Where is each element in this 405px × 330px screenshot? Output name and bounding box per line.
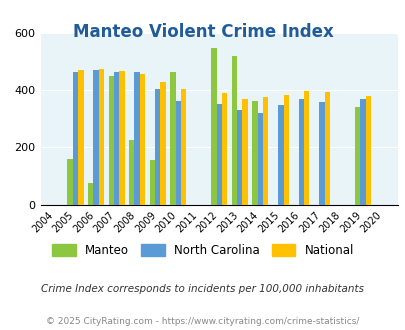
Text: © 2025 CityRating.com - https://www.cityrating.com/crime-statistics/: © 2025 CityRating.com - https://www.city… [46,317,359,326]
Bar [252,101,257,205]
Bar [175,101,180,205]
Bar [108,76,114,205]
Bar [354,107,359,205]
Bar [359,99,365,205]
Bar [129,140,134,205]
Bar [298,99,303,205]
Bar [262,97,268,205]
Bar [180,89,186,205]
Bar [139,75,145,205]
Bar [93,70,98,205]
Bar [277,105,283,205]
Bar [216,104,222,205]
Bar [88,183,93,205]
Bar [318,102,324,205]
Bar [237,110,242,205]
Bar [257,113,262,205]
Bar [119,71,124,205]
Text: Crime Index corresponds to incidents per 100,000 inhabitants: Crime Index corresponds to incidents per… [41,284,364,294]
Bar [211,48,216,205]
Bar [222,93,227,205]
Bar [160,82,165,205]
Bar [365,96,370,205]
Bar [149,160,155,205]
Bar [303,91,309,205]
Bar [67,159,72,205]
Bar [72,72,78,205]
Bar [134,72,139,205]
Legend: Manteo, North Carolina, National: Manteo, North Carolina, National [47,239,358,261]
Bar [114,73,119,205]
Bar [324,92,329,205]
Bar [98,69,104,205]
Bar [170,72,175,205]
Bar [78,71,83,205]
Bar [155,89,160,205]
Text: Manteo Violent Crime Index: Manteo Violent Crime Index [72,23,333,41]
Bar [242,99,247,205]
Bar [231,56,237,205]
Bar [283,95,288,205]
